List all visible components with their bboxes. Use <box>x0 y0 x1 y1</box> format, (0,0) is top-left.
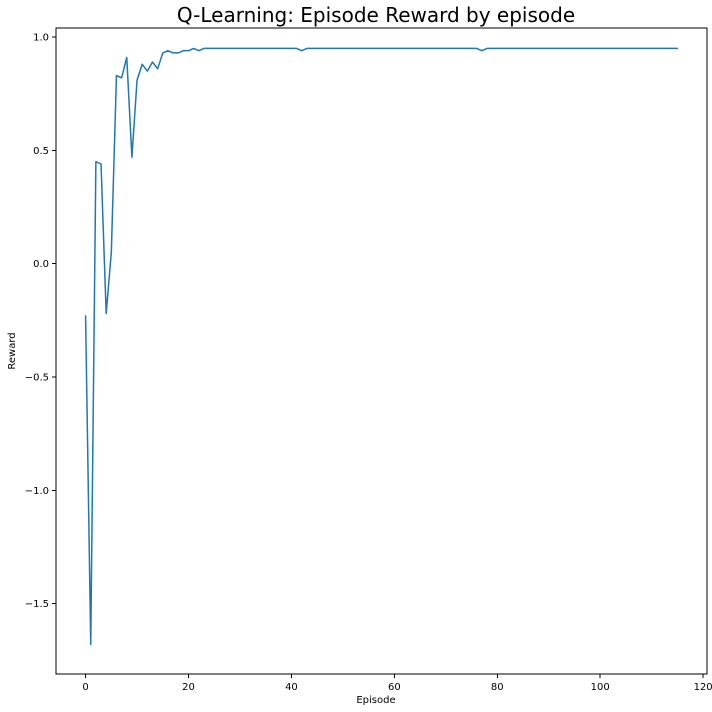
x-axis: 0 20 40 60 80 100 120 <box>82 674 712 693</box>
y-tick-label: 1.0 <box>33 33 49 44</box>
x-tick-label: 100 <box>591 682 610 693</box>
x-tick-label: 20 <box>182 682 195 693</box>
x-tick-label: 60 <box>388 682 401 693</box>
series-line <box>84 47 679 646</box>
y-tick-label: 0.5 <box>33 146 49 157</box>
x-axis-label: Episode <box>356 695 395 706</box>
x-tick-label: 0 <box>82 682 88 693</box>
y-tick-label: −1.5 <box>25 599 49 610</box>
y-axis: −1.5 −1.0 −0.5 0.0 0.5 1.0 <box>25 33 56 610</box>
y-axis-label: Reward <box>7 332 18 369</box>
y-tick-label: −0.5 <box>25 373 49 384</box>
x-tick-label: 40 <box>285 682 298 693</box>
x-tick-label: 120 <box>694 682 712 693</box>
y-tick-label: 0.0 <box>33 259 49 270</box>
axes-frame <box>55 27 708 675</box>
x-tick-label: 80 <box>491 682 504 693</box>
y-tick-label: −1.0 <box>25 486 49 497</box>
chart-title: Q-Learning: Episode Reward by episode <box>177 3 575 27</box>
plot-area <box>84 47 679 646</box>
